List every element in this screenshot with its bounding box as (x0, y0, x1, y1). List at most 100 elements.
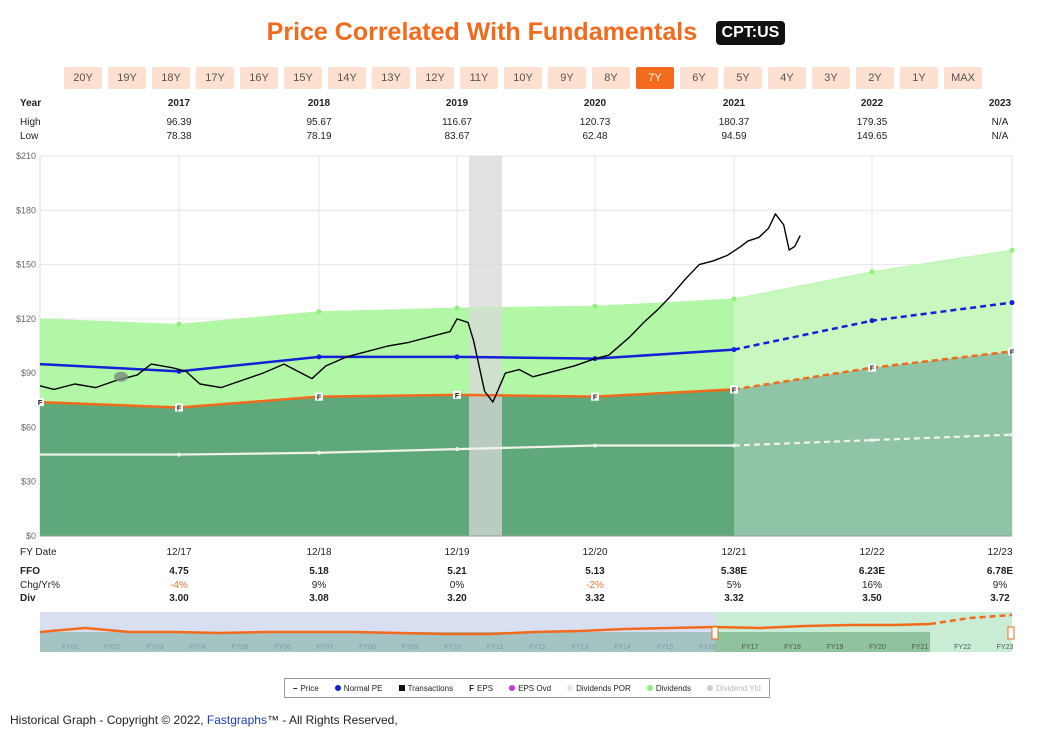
navigator-label: FY15 (657, 644, 674, 651)
legend-item-eps[interactable]: F EPS (469, 684, 493, 693)
dividends-por-estimate-line (733, 433, 1013, 447)
y-tick-label: $60 (21, 422, 36, 432)
dividends-por-point (1010, 432, 1014, 437)
range-button-10y[interactable]: 10Y (504, 67, 542, 89)
range-button-12y[interactable]: 12Y (416, 67, 454, 89)
legend-item-dividend-yld[interactable]: Dividend Yld (707, 684, 761, 693)
high-cell: 96.39 (166, 117, 192, 128)
legend-label: Dividends POR (576, 683, 631, 693)
y-tick-label: $180 (16, 205, 36, 215)
legend-item-dividends[interactable]: Dividends (646, 683, 692, 693)
chg-cell: -2% (586, 580, 604, 591)
range-button-max[interactable]: MAX (944, 67, 982, 89)
legend-item-eps-ovd[interactable]: EPS Ovd (509, 684, 551, 693)
legend-swatch (509, 685, 516, 691)
navigator-selected-area (715, 632, 930, 652)
navigator-label: FY09 (402, 644, 419, 651)
eps-marker: F (591, 392, 599, 402)
range-button-17y[interactable]: 17Y (196, 67, 234, 89)
navigator-label: FY23 (997, 644, 1014, 651)
eps-marker-bg (175, 403, 183, 412)
normal-pe-point (454, 354, 460, 360)
eps-marker: F (175, 403, 183, 413)
range-button-8y[interactable]: 8Y (592, 67, 630, 89)
navigator-estimate-line (929, 613, 1013, 626)
eps-marker: F (730, 385, 738, 394)
navigator-handle-right (1007, 626, 1015, 640)
range-button-1y[interactable]: 1Y (900, 67, 938, 89)
range-button-18y[interactable]: 18Y (152, 67, 190, 89)
dividends-point (592, 303, 598, 309)
navigator-label: FY22 (954, 644, 971, 651)
eps-marker-label: F (593, 395, 598, 402)
legend-item-transactions[interactable]: Transactions (398, 684, 453, 693)
range-button-20y[interactable]: 20Y (64, 67, 102, 89)
low-cell: 78.38 (166, 131, 192, 142)
range-button-3y[interactable]: 3Y (812, 67, 850, 89)
navigator-label: FY12 (529, 644, 546, 651)
legend-item-normal-pe[interactable]: Normal PE (334, 684, 382, 693)
chart-title: Price Correlated With Fundamentals (266, 18, 698, 46)
legend-swatch (398, 685, 405, 691)
range-button-2y[interactable]: 2Y (856, 67, 894, 89)
chart-legend: – Price Normal PE Transactions F EPS EPS Ovd Di… (284, 678, 770, 698)
legend-label: Price (300, 683, 319, 693)
div-cell: 3.32 (724, 593, 744, 604)
fastgraphs-link[interactable]: Fastgraphs (206, 713, 267, 727)
high-cell: 95.67 (306, 117, 332, 128)
y-tick-label: $210 (16, 151, 36, 161)
year-cell: 2023 (988, 98, 1012, 109)
range-button-6y[interactable]: 6Y (680, 67, 718, 89)
range-button-7y[interactable]: 7Y (636, 67, 674, 89)
normal-pe-point (869, 318, 875, 324)
navigator-label: FY08 (359, 644, 376, 651)
low-cell: 94.59 (721, 131, 747, 142)
dividends-point (869, 269, 875, 275)
eps-marker-label: F (317, 395, 322, 402)
range-button-11y[interactable]: 11Y (460, 67, 498, 89)
legend-label: EPS Ovd (518, 683, 552, 693)
range-button-9y[interactable]: 9Y (548, 67, 586, 89)
high-label: High (20, 117, 41, 128)
dividends-point (316, 309, 322, 315)
navigator-label: FY14 (614, 644, 631, 651)
legend-label: Dividends (655, 683, 692, 693)
high-cell: 180.37 (718, 117, 750, 128)
chg-cell: 9% (311, 580, 327, 591)
range-button-16y[interactable]: 16Y (240, 67, 278, 89)
normal-pe-point (731, 347, 737, 353)
year-cell: 2020 (583, 98, 607, 109)
chg-label: Chg/Yr% (20, 580, 61, 591)
legend-swatch (334, 685, 341, 691)
div-cell: 3.50 (862, 593, 882, 604)
range-selector: 20Y 19Y 18Y 17Y 16Y 15Y 14Y 13Y 12Y 11Y 10Y 9Y 8Y 7Y 6… (64, 67, 988, 89)
range-button-5y[interactable]: 5Y (724, 67, 762, 89)
range-button-13y[interactable]: 13Y (372, 67, 410, 89)
normal-pe-line (39, 348, 735, 373)
eps-marker-bg (453, 390, 461, 399)
range-button-14y[interactable]: 14Y (328, 67, 366, 89)
navigator-label: FY06 (274, 644, 291, 651)
navigator-label: FY17 (742, 644, 759, 651)
legend-item-price[interactable]: – Price (293, 684, 319, 693)
legend-swatch (707, 685, 714, 691)
navigator-label: FY21 (912, 644, 929, 651)
year-cell: 2019 (445, 98, 469, 109)
range-button-19y[interactable]: 19Y (108, 67, 146, 89)
transaction-marker (114, 371, 128, 382)
range-button-4y[interactable]: 4Y (768, 67, 806, 89)
low-cell: N/A (991, 131, 1009, 142)
normal-pe-point (1009, 300, 1015, 306)
range-button-15y[interactable]: 15Y (284, 67, 322, 89)
eps-estimate-line (733, 350, 1013, 391)
eps-estimate-area (734, 351, 1012, 536)
dividends-point (176, 321, 182, 327)
y-tick-label: $90 (21, 368, 36, 378)
legend-item-dividends-por[interactable]: Dividends POR (567, 684, 631, 693)
range-navigator[interactable]: FY01 FY02 FY03 FY04 FY05 FY06 FY07 FY08 FY09 FY10… (0, 610, 1052, 660)
year-cell: 2022 (860, 98, 884, 109)
ffo-cell: 6.78E (986, 566, 1014, 577)
chg-cell: 0% (449, 580, 465, 591)
chg-cell: 16% (861, 580, 883, 591)
ffo-cell: 5.21 (447, 566, 467, 577)
